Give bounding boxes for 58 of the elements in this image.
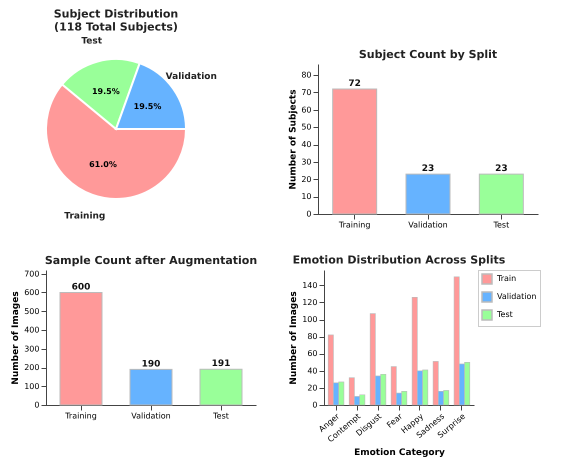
chart-title: Subject Count by Split	[358, 48, 498, 61]
data-label: 23	[495, 164, 508, 174]
bar	[454, 276, 460, 406]
y-tick-label: 300	[24, 344, 40, 354]
data-label: 19.5%	[134, 102, 162, 111]
y-tick-label: 10	[301, 192, 312, 202]
chart-title: Subject Distribution (118 Total Subjects)	[54, 7, 178, 34]
x-tick-label: Training	[64, 412, 97, 420]
x-tick-label: Test	[212, 412, 229, 420]
x-tick-label: Validation	[131, 412, 171, 420]
slice-label: Training	[64, 212, 106, 222]
y-axis-title: Number of Images	[11, 291, 22, 385]
y-tick-label: 80	[301, 70, 312, 80]
legend-label: Train	[496, 274, 516, 283]
data-label: 19.5%	[92, 86, 120, 96]
y-tick-label: 60	[301, 105, 312, 114]
y-tick-label: 40	[307, 366, 318, 376]
data-label: 190	[142, 359, 160, 370]
y-tick-label: 30	[301, 157, 312, 166]
y-tick-label: 400	[24, 326, 40, 334]
x-tick-label: Validation	[408, 220, 448, 230]
y-tick-label: 40	[301, 140, 312, 150]
x-tick-label: Training	[338, 220, 370, 230]
y-tick-label: 80	[307, 332, 318, 342]
y-tick-label: 0	[306, 210, 312, 218]
bar	[60, 292, 102, 406]
y-tick-label: 200	[24, 363, 40, 372]
y-tick-label: 20	[307, 383, 318, 392]
data-label: 61.0%	[89, 160, 117, 170]
data-label: 23	[422, 164, 434, 174]
y-tick-label: 50	[301, 122, 312, 132]
x-tick-label: Test	[492, 220, 510, 230]
y-tick-label: 120	[302, 298, 318, 307]
bar	[130, 368, 172, 406]
legend-label: Validation	[497, 292, 537, 301]
y-tick-label: 100	[302, 315, 318, 324]
y-tick-label: 60	[307, 349, 318, 358]
y-tick-label: 600	[24, 288, 40, 297]
y-tick-label: 700	[24, 269, 40, 278]
x-axis-title: Emotion Category	[354, 448, 446, 458]
y-axis-title: Number of Images	[289, 291, 300, 385]
y-tick-label: 500	[24, 306, 40, 316]
y-tick-label: 0	[312, 400, 318, 410]
bar	[200, 368, 242, 406]
data-label: 72	[348, 79, 361, 89]
legend-label: Test	[496, 310, 513, 319]
data-label: 191	[212, 359, 230, 370]
chart-title: Emotion Distribution Across Splits	[292, 254, 506, 266]
y-tick-label: 0	[34, 400, 40, 410]
y-axis-title: Number of Subjects	[288, 89, 298, 190]
slice-label: Validation	[166, 72, 217, 82]
chart-title: Sample Count after Augmentation	[44, 254, 258, 267]
y-tick-label: 70	[301, 88, 312, 97]
y-tick-label: 140	[302, 280, 318, 290]
data-label: 600	[72, 282, 90, 292]
y-tick-label: 100	[24, 382, 40, 391]
y-tick-label: 20	[301, 174, 312, 184]
slice-label: Test	[81, 36, 103, 46]
